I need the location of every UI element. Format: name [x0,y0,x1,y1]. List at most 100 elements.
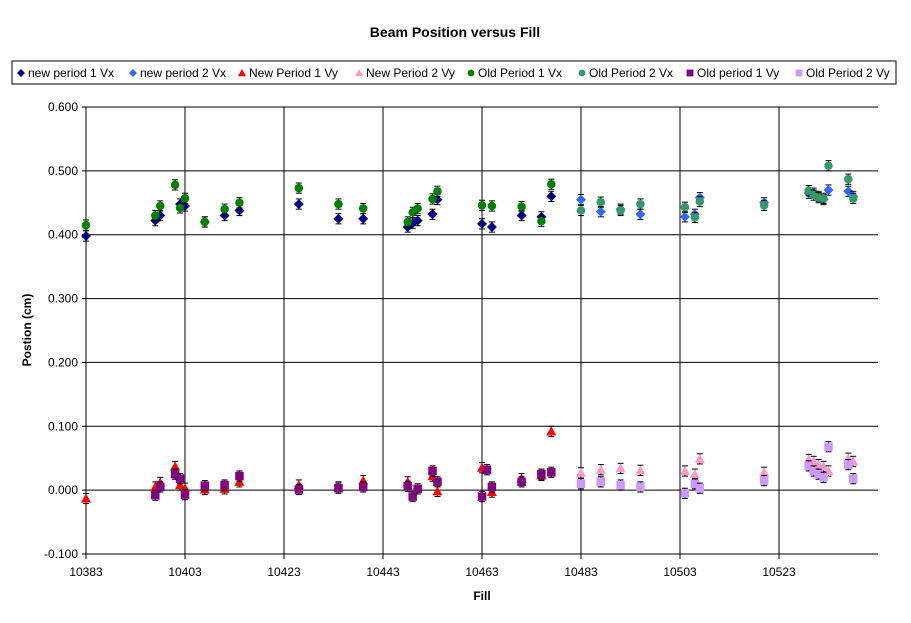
legend-label: new period 1 Vx [28,66,114,80]
legend-label: Old Period 1 Vx [478,66,562,80]
data-point [156,201,165,211]
data-point [413,204,422,213]
data-point [333,213,344,224]
data-point [175,480,186,490]
data-point [180,490,190,499]
data-point [680,203,690,212]
data-point [616,206,625,215]
data-point [818,461,829,471]
data-point [235,198,244,208]
legend-label: Old period 1 Vy [697,66,779,80]
x-tick-label: 10403 [168,565,202,579]
series-old-period-1-vy [151,464,556,503]
data-point [804,461,813,471]
data-point [823,185,834,196]
data-point [759,476,769,485]
data-point [432,486,443,496]
data-point [689,469,700,479]
data-point [293,199,304,210]
data-point [487,201,497,211]
plot-area [81,160,859,505]
data-point [358,482,368,492]
gridlines [86,106,878,554]
data-point [477,492,487,501]
data-point [819,473,828,482]
x-tick-label: 10483 [564,565,598,579]
data-point [408,492,417,501]
data-point [695,197,705,206]
data-point [759,467,770,477]
x-tick-label: 10463 [465,565,499,579]
data-point [596,197,606,207]
data-point [547,180,556,189]
data-point [849,194,858,203]
data-point [596,477,606,487]
data-point [814,469,823,479]
legend-label: Old Period 2 Vx [589,66,673,80]
data-point [170,180,180,190]
data-point [412,215,423,226]
x-tick-label: 10383 [69,565,103,579]
data-point [427,209,438,220]
data-point [477,201,487,210]
data-point [636,482,645,492]
tick-labels: -0.100 0.000 0.100 0.200 0.300 0.400 0.500 0.60… [44,100,796,579]
legend-marker [129,69,137,77]
data-point [849,474,858,483]
data-point [824,442,833,451]
data-point [694,453,705,463]
data-point [428,466,437,476]
data-point [576,206,586,215]
data-point [477,218,487,229]
x-axis-label: Fill [473,589,490,603]
y-tick-label: 0.100 [48,419,78,433]
data-point [220,480,229,490]
x-tick-label: 10423 [267,565,301,579]
data-point [219,210,230,221]
series-old-period-1-vx [81,178,556,231]
y-tick-label: 0.600 [48,100,78,114]
axes [82,106,878,559]
data-point [175,474,185,483]
data-point [413,484,422,494]
data-point [433,187,442,196]
legend-marker [467,69,475,77]
data-point [486,222,497,233]
data-point [680,489,690,498]
data-point [220,204,229,214]
data-point [636,199,645,209]
data-point [635,209,646,220]
data-point [824,161,833,170]
data-point [635,465,646,475]
data-point [546,426,557,436]
legend-marker [578,69,586,77]
data-point [482,465,492,474]
legend-label: New Period 2 Vy [366,66,455,80]
data-point [576,194,586,205]
data-point [156,482,165,492]
x-tick-label: 10503 [663,565,697,579]
data-point [615,463,626,473]
y-tick-label: -0.100 [44,547,78,561]
data-point [235,471,244,481]
x-tick-label: 10443 [366,565,400,579]
data-point [616,480,625,490]
data-point [334,199,343,209]
data-point [170,469,180,479]
legend-marker [238,69,246,77]
legend-marker [355,69,363,77]
data-point [180,194,190,203]
data-point [403,482,412,491]
data-point [151,491,160,500]
y-tick-label: 0.200 [48,355,78,369]
data-point [294,183,304,193]
data-point [690,479,700,489]
data-point [537,469,546,479]
data-point [809,466,818,476]
data-point [595,464,606,474]
legend-marker [795,69,803,77]
data-point [358,204,368,213]
y-tick-label: 0.500 [48,164,78,178]
x-tick-label: 10523 [762,565,796,579]
